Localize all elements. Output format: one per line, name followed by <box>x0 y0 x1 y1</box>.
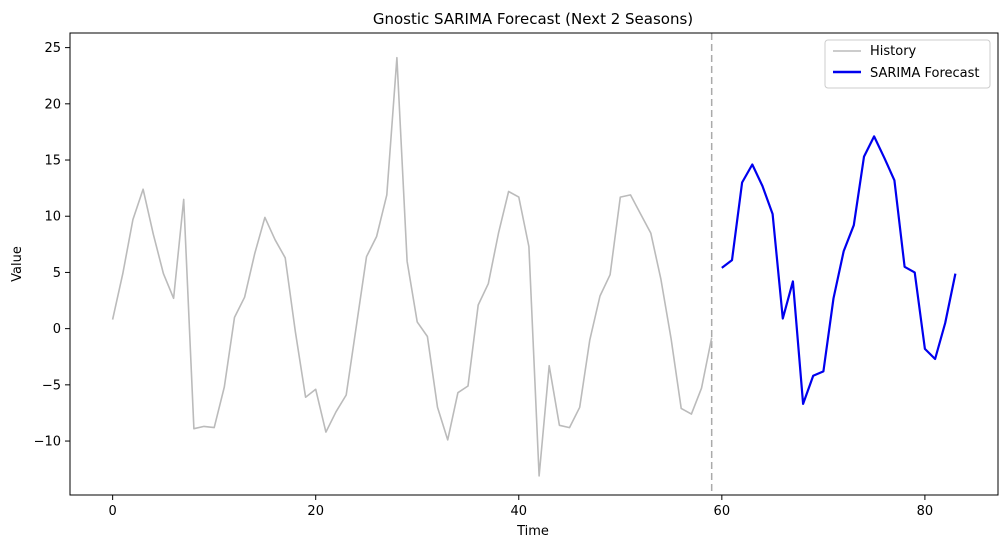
series-layer <box>111 56 957 477</box>
legend-label-history: History <box>870 44 917 59</box>
y-tick-label: 5 <box>53 266 61 281</box>
plot-frame <box>69 32 999 496</box>
y-tick-label: 15 <box>44 154 61 169</box>
x-axis-label: Time <box>516 524 549 539</box>
history-line <box>111 56 713 477</box>
x-tick-label: 40 <box>510 504 527 519</box>
x-tick-label: 0 <box>109 504 117 519</box>
y-tick-label: 10 <box>44 210 61 225</box>
y-tick-label: 25 <box>44 41 61 56</box>
forecast-line <box>721 135 957 405</box>
y-axis: −10 −5 0 5 10 15 20 25 <box>34 41 70 450</box>
x-axis: 0 20 40 60 80 <box>109 495 934 519</box>
plot-area <box>70 33 998 495</box>
legend-label-forecast: SARIMA Forecast <box>870 66 980 81</box>
y-axis-label: Value <box>10 246 25 282</box>
y-tick-label: −10 <box>34 435 61 450</box>
legend: History SARIMA Forecast <box>824 39 991 89</box>
x-tick-label: 20 <box>307 504 324 519</box>
x-tick-label: 60 <box>714 504 731 519</box>
y-tick-label: −5 <box>42 378 61 393</box>
x-tick-label: 80 <box>917 504 934 519</box>
chart-title: Gnostic SARIMA Forecast (Next 2 Seasons) <box>373 10 693 28</box>
y-tick-label: 20 <box>44 97 61 112</box>
legend-box <box>824 39 991 89</box>
y-tick-label: 0 <box>53 322 61 337</box>
